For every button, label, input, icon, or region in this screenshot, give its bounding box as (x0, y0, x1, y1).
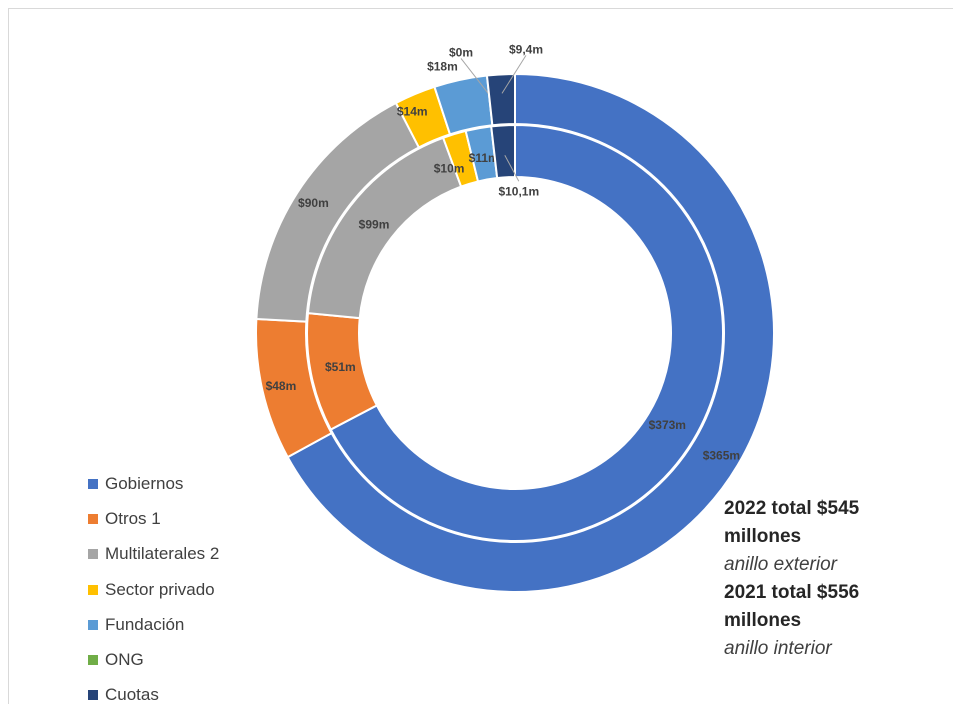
inner-slice-cuotas (490, 123, 516, 180)
legend-swatch (88, 655, 98, 666)
outer-data-label-otros: $48m (266, 379, 297, 393)
legend-label: Sector privado (105, 579, 215, 599)
total-2021-unit: millones (724, 610, 802, 631)
legend-swatch (88, 549, 98, 560)
chart-frame (8, 8, 953, 704)
inner-data-label-multilaterales: $99m (359, 217, 390, 231)
inner-ring-note: anillo interior (724, 638, 832, 659)
legend-label: Otros 1 (105, 508, 161, 528)
legend-swatch (88, 513, 98, 524)
legend-item-fundacion: Fundación (88, 607, 219, 642)
total-2022-line: 2022 total $545 (724, 498, 860, 519)
legend-label: Fundación (105, 614, 185, 634)
inner-slice-gobiernos (329, 123, 724, 542)
outer-ring-note: anillo exterior (724, 554, 837, 575)
outer-data-label-gobiernos: $365m (703, 448, 740, 462)
outer-leader-line-ong (460, 58, 490, 95)
inner-data-label-fundacion: $11m (469, 151, 499, 165)
legend-swatch (88, 690, 98, 701)
legend-swatch (88, 619, 98, 630)
legend-label: Multilaterales 2 (105, 544, 220, 564)
totals-annotation: 2022 total $545 millones anillo exterior… (724, 495, 944, 663)
inner-data-label-otros: $51m (325, 360, 356, 374)
outer-data-label-sector-privado: $14m (397, 105, 428, 119)
legend-item-gobiernos: Gobiernos (88, 466, 219, 501)
outer-data-label-ong: $0m (449, 45, 473, 59)
outer-slice-gobiernos (286, 72, 775, 593)
outer-slice-cuotas (485, 72, 516, 127)
inner-leader-line-cuotas (504, 155, 520, 182)
outer-leader-line-cuotas (501, 55, 527, 94)
outer-data-label-cuotas: $9,4m (509, 42, 543, 56)
inner-data-label-cuotas: $10,1m (498, 184, 539, 198)
legend-label: ONG (105, 650, 144, 670)
legend-label: Cuotas (105, 685, 159, 705)
total-2021-line: 2021 total $556 (724, 582, 860, 603)
legend-item-sector-privado: Sector privado (88, 572, 219, 607)
legend-item-ong: ONG (88, 642, 219, 677)
legend-swatch (88, 478, 98, 489)
legend: Gobiernos Otros 1 Multilaterales 2 Secto… (88, 466, 219, 713)
legend-item-cuotas: Cuotas (88, 678, 219, 713)
legend-swatch (88, 584, 98, 595)
outer-data-label-multilaterales: $90m (298, 196, 329, 210)
total-2022-unit: millones (724, 526, 802, 547)
legend-label: Gobiernos (105, 473, 184, 493)
legend-item-multilaterales: Multilaterales 2 (88, 537, 219, 572)
outer-data-label-fundacion: $18m (427, 59, 458, 73)
inner-data-label-sector-privado: $10m (434, 162, 465, 176)
inner-data-label-gobiernos: $373m (649, 418, 686, 432)
legend-item-otros: Otros 1 (88, 501, 219, 536)
